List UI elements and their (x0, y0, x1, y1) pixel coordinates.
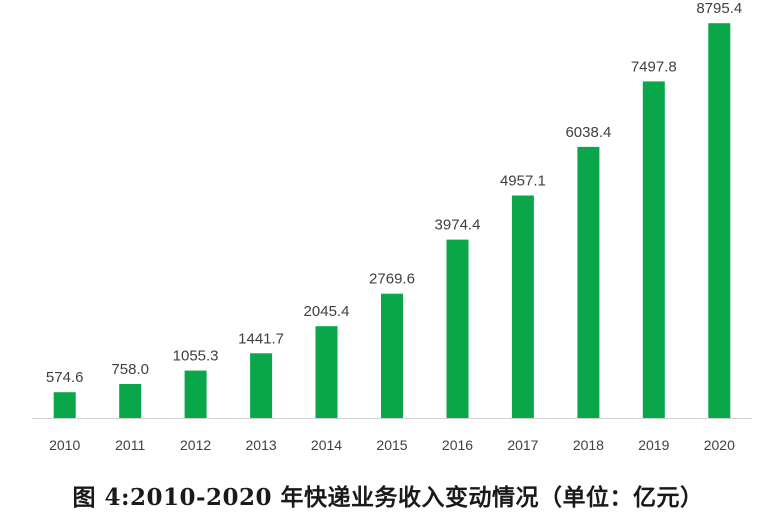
bar-2010 (53, 392, 76, 418)
bar-2012 (184, 370, 207, 418)
data-label-2019: 7497.8 (631, 58, 677, 75)
x-tick-label-2013: 2013 (246, 437, 277, 453)
x-tick-label-2019: 2019 (638, 437, 669, 453)
x-tick-label-2016: 2016 (442, 437, 473, 453)
data-label-2014: 2045.4 (304, 303, 350, 320)
x-tick-label-2015: 2015 (376, 437, 407, 453)
x-tick-label-2018: 2018 (573, 437, 604, 453)
data-label-2017: 4957.1 (500, 173, 546, 190)
data-label-2013: 1441.7 (238, 330, 284, 347)
data-label-2011: 758.0 (111, 361, 149, 378)
bar-2011 (119, 384, 142, 418)
x-tick-label-2020: 2020 (704, 437, 735, 453)
bar-2018 (577, 146, 600, 418)
bar-2015 (381, 293, 403, 418)
bar-2014 (315, 326, 338, 418)
bar-2020 (708, 23, 731, 418)
data-label-2015: 2769.6 (369, 271, 415, 288)
x-tick-label-2010: 2010 (49, 437, 80, 453)
data-label-2020: 8795.4 (696, 0, 742, 17)
data-label-2012: 1055.3 (173, 348, 219, 365)
x-tick-label-2017: 2017 (507, 437, 538, 453)
bar-2016 (446, 239, 469, 418)
x-tick-label-2014: 2014 (311, 437, 342, 453)
bar-chart: 574.6 2010 758.0 2011 1055.3 2012 1441.7 2013 20… (32, 0, 752, 453)
x-tick-label-2011: 2011 (115, 437, 145, 453)
bar-2013 (250, 353, 273, 418)
data-label-2018: 6038.4 (565, 124, 611, 141)
figure-caption: 图 4:2010-2020 年快递业务收入变动情况（单位：亿元） (72, 484, 704, 511)
data-label-2016: 3974.4 (435, 217, 481, 234)
x-tick-label-2012: 2012 (180, 437, 211, 453)
bar-2017 (511, 195, 534, 418)
bar-2019 (642, 81, 665, 419)
data-label-2010: 574.6 (46, 369, 84, 386)
